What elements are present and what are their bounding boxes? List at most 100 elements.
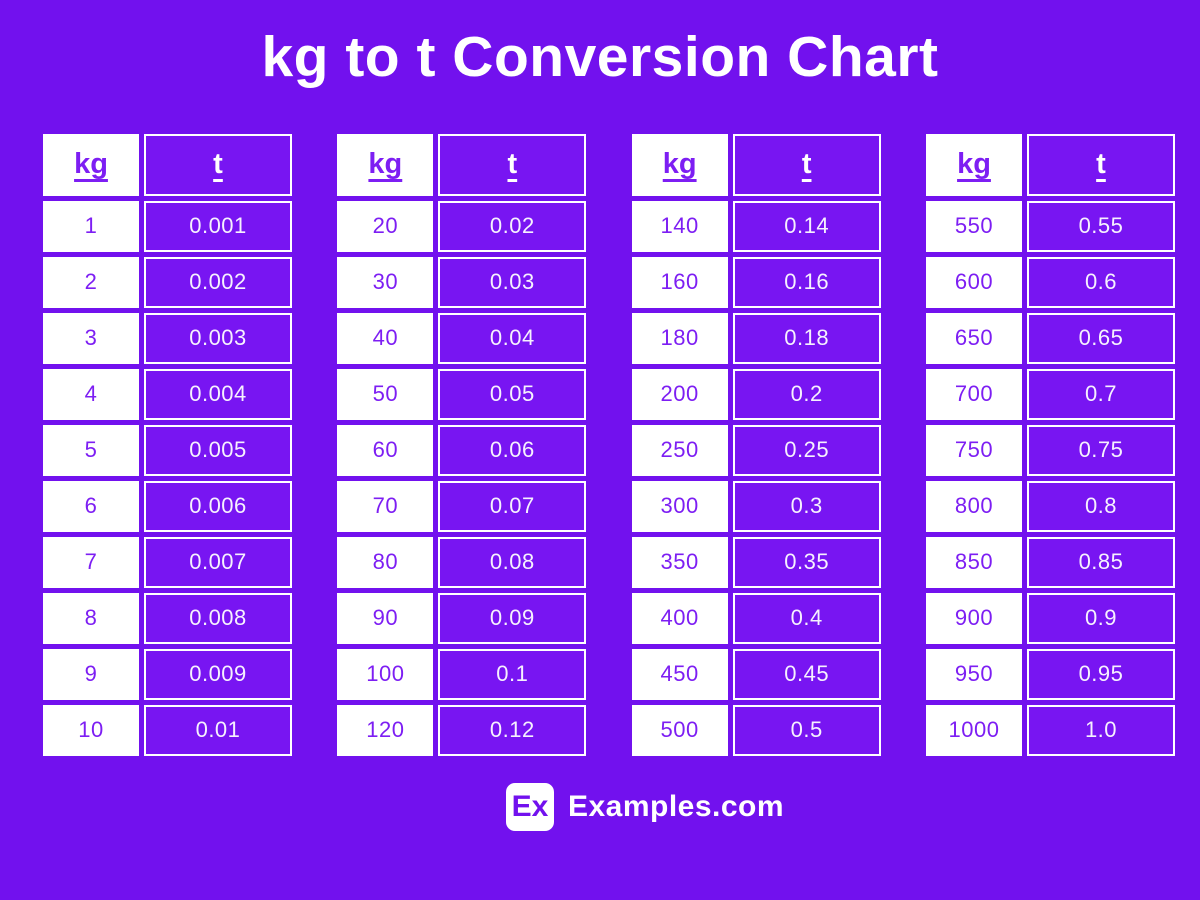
- t-value-cell: 0.16: [732, 256, 881, 308]
- table-row: 180 0.18: [631, 312, 881, 364]
- kg-value-cell: 9: [43, 648, 139, 700]
- kg-value-cell: 8: [43, 592, 139, 644]
- table-row: 100 0.1: [337, 648, 587, 700]
- conversion-table-2: kg t 20 0.02 30 0.03 40 0.04 50 0.05 60 0.06 70 0.07 8…: [332, 129, 591, 761]
- table-row: 950 0.95: [925, 648, 1175, 700]
- table-row: 40 0.04: [337, 312, 587, 364]
- kg-value-cell: 700: [925, 368, 1022, 420]
- kg-value-cell: 120: [337, 704, 434, 756]
- t-value-cell: 0.12: [438, 704, 587, 756]
- t-value-cell: 0.7: [1026, 368, 1175, 420]
- kg-column-header: kg: [925, 133, 1022, 196]
- table-row: 10 0.01: [43, 704, 292, 756]
- kg-value-cell: 6: [43, 480, 139, 532]
- table-row: 6 0.006: [43, 480, 292, 532]
- kg-value-cell: 90: [337, 592, 434, 644]
- table-row: 900 0.9: [925, 592, 1175, 644]
- footer-brand: Ex Examples.com: [45, 782, 1200, 831]
- table-row: 1000 1.0: [925, 704, 1175, 756]
- table-row: 500 0.5: [631, 704, 881, 756]
- table-row: 9 0.009: [43, 648, 292, 700]
- t-column-header: t: [1026, 133, 1175, 196]
- kg-value-cell: 4: [43, 368, 139, 420]
- kg-value-cell: 160: [631, 256, 728, 308]
- table-row: 4 0.004: [43, 368, 292, 420]
- table-row: 20 0.02: [337, 200, 587, 252]
- kg-value-cell: 30: [337, 256, 434, 308]
- t-value-cell: 0.95: [1026, 648, 1175, 700]
- t-value-cell: 0.07: [438, 480, 587, 532]
- t-value-cell: 0.002: [144, 256, 292, 308]
- table-row: 30 0.03: [337, 256, 587, 308]
- kg-value-cell: 1: [43, 200, 139, 252]
- t-value-cell: 0.4: [732, 592, 881, 644]
- kg-value-cell: 5: [43, 424, 139, 476]
- kg-column-header: kg: [631, 133, 728, 196]
- table-row: 120 0.12: [337, 704, 587, 756]
- table-row: 400 0.4: [631, 592, 881, 644]
- kg-value-cell: 70: [337, 480, 434, 532]
- kg-value-cell: 900: [925, 592, 1022, 644]
- t-column-header: t: [144, 133, 292, 196]
- kg-value-cell: 750: [925, 424, 1022, 476]
- t-value-cell: 0.001: [144, 200, 292, 252]
- header-row: kg t: [43, 133, 292, 196]
- kg-value-cell: 850: [925, 536, 1022, 588]
- conversion-tables-container: kg t 1 0.001 2 0.002 3 0.003 4 0.004 5 0.005 6 0.006 7…: [0, 129, 1200, 761]
- table-row: 1 0.001: [43, 200, 292, 252]
- table-row: 850 0.85: [925, 536, 1175, 588]
- t-value-cell: 0.06: [438, 424, 587, 476]
- t-value-cell: 0.02: [438, 200, 587, 252]
- t-value-cell: 0.3: [732, 480, 881, 532]
- table-row: 8 0.008: [43, 592, 292, 644]
- table-row: 650 0.65: [925, 312, 1175, 364]
- t-value-cell: 1.0: [1026, 704, 1175, 756]
- t-value-cell: 0.008: [144, 592, 292, 644]
- table-row: 5 0.005: [43, 424, 292, 476]
- table-row: 450 0.45: [631, 648, 881, 700]
- kg-value-cell: 400: [631, 592, 728, 644]
- table-row: 200 0.2: [631, 368, 881, 420]
- t-value-cell: 0.25: [732, 424, 881, 476]
- t-value-cell: 0.5: [732, 704, 881, 756]
- t-value-cell: 0.007: [144, 536, 292, 588]
- kg-value-cell: 300: [631, 480, 728, 532]
- kg-value-cell: 20: [337, 200, 434, 252]
- kg-value-cell: 500: [631, 704, 728, 756]
- t-value-cell: 0.1: [438, 648, 587, 700]
- t-value-cell: 0.14: [732, 200, 881, 252]
- t-value-cell: 0.05: [438, 368, 587, 420]
- t-value-cell: 0.003: [144, 312, 292, 364]
- kg-column-header: kg: [337, 133, 434, 196]
- table-row: 700 0.7: [925, 368, 1175, 420]
- t-value-cell: 0.9: [1026, 592, 1175, 644]
- table-row: 750 0.75: [925, 424, 1175, 476]
- table-row: 160 0.16: [631, 256, 881, 308]
- site-name: Examples.com: [567, 789, 785, 823]
- examples-logo-icon: Ex: [505, 782, 554, 831]
- t-value-cell: 0.6: [1026, 256, 1175, 308]
- t-value-cell: 0.35: [732, 536, 881, 588]
- conversion-table-4: kg t 550 0.55 600 0.6 650 0.65 700 0.7 750 0.75 800 0…: [921, 129, 1180, 761]
- table-row: 350 0.35: [631, 536, 881, 588]
- table-row: 80 0.08: [337, 536, 587, 588]
- table-row: 600 0.6: [925, 256, 1175, 308]
- t-value-cell: 0.005: [144, 424, 292, 476]
- kg-value-cell: 250: [631, 424, 728, 476]
- kg-value-cell: 950: [925, 648, 1022, 700]
- table-row: 250 0.25: [631, 424, 881, 476]
- kg-value-cell: 1000: [925, 704, 1022, 756]
- t-value-cell: 0.03: [438, 256, 587, 308]
- table-row: 800 0.8: [925, 480, 1175, 532]
- kg-value-cell: 50: [337, 368, 434, 420]
- t-value-cell: 0.006: [144, 480, 292, 532]
- t-value-cell: 0.85: [1026, 536, 1175, 588]
- table-row: 7 0.007: [43, 536, 292, 588]
- table-row: 550 0.55: [925, 200, 1175, 252]
- kg-value-cell: 350: [631, 536, 728, 588]
- t-value-cell: 0.45: [732, 648, 881, 700]
- conversion-table-3: kg t 140 0.14 160 0.16 180 0.18 200 0.2 250 0.25 300…: [627, 129, 886, 761]
- kg-value-cell: 100: [337, 648, 434, 700]
- kg-value-cell: 10: [43, 704, 139, 756]
